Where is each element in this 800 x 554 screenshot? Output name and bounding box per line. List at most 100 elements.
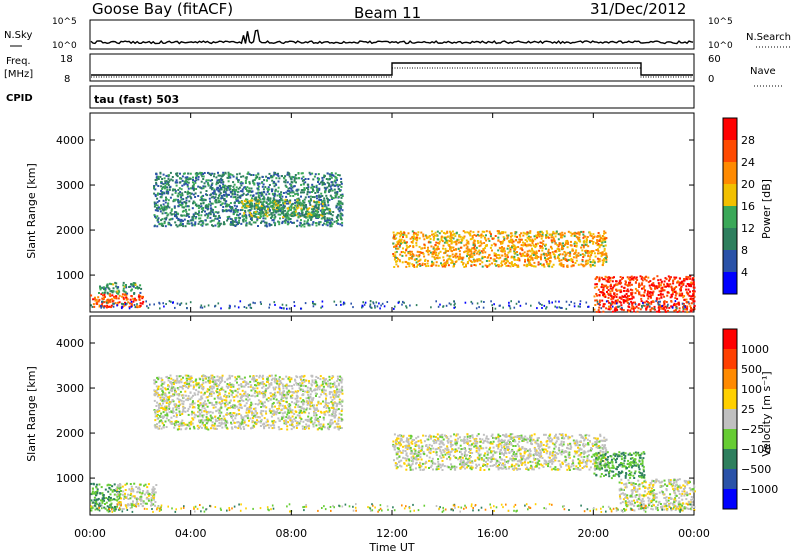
scatter-cell	[277, 175, 280, 178]
scatter-cell	[640, 294, 643, 297]
scatter-cell	[177, 189, 180, 191]
scatter-cell	[153, 225, 156, 228]
scatter-cell	[141, 302, 144, 305]
nsky-tick-top: 10^5	[52, 17, 77, 27]
scatter-cell	[260, 205, 263, 207]
scatter-cell	[658, 284, 661, 286]
scatter-cell	[524, 258, 527, 261]
scatter-cell	[341, 408, 344, 411]
scatter-cell	[443, 264, 446, 267]
scatter-cell	[535, 251, 538, 254]
scatter-cell	[473, 259, 476, 262]
scatter-cell	[245, 177, 248, 180]
scatter-cell	[163, 186, 166, 189]
scatter-cell	[321, 224, 324, 227]
scatter-cell	[255, 198, 258, 201]
scatter-cell	[302, 183, 305, 186]
scatter-cell	[598, 260, 601, 263]
scatter-cell	[207, 207, 210, 210]
scatter-cell	[162, 183, 165, 186]
scatter-cell	[293, 418, 296, 421]
scatter-cell	[287, 218, 290, 221]
scatter-cell	[299, 201, 302, 204]
scatter-cell	[645, 300, 648, 303]
scatter-cell	[667, 309, 669, 312]
scatter-cell	[209, 387, 212, 390]
scatter-cell	[187, 213, 190, 216]
scatter-cell	[241, 188, 244, 191]
scatter-cell	[602, 237, 604, 240]
scatter-cell	[258, 211, 261, 214]
scatter-cell	[341, 221, 344, 224]
scatter-cell	[315, 395, 317, 397]
scatter-cell	[642, 304, 645, 307]
scatter-cell	[440, 230, 443, 233]
scatter-cell	[570, 257, 573, 260]
scatter-cell	[606, 276, 609, 279]
scatter-cell	[508, 301, 510, 304]
scatter-cell	[257, 185, 260, 188]
scatter-cell	[220, 181, 223, 184]
scatter-cell	[179, 200, 182, 203]
scatter-cell	[251, 190, 254, 193]
scatter-cell	[188, 405, 191, 408]
scatter-cell	[578, 239, 581, 242]
scatter-cell	[573, 234, 576, 237]
scatter-cell	[290, 187, 293, 190]
scatter-cell	[461, 239, 464, 242]
scatter-cell	[537, 232, 540, 235]
scatter-cell	[101, 301, 104, 304]
scatter-cell	[154, 195, 157, 198]
scatter-cell	[99, 285, 101, 288]
scatter-cell	[277, 172, 279, 175]
scatter-cell	[600, 255, 603, 258]
scatter-cell	[256, 200, 259, 203]
scatter-cell	[336, 192, 339, 195]
scatter-cell	[190, 187, 192, 190]
scatter-cell	[332, 183, 335, 186]
scatter-cell	[455, 248, 457, 251]
scatter-cell	[312, 188, 314, 191]
scatter-cell	[278, 194, 281, 197]
scatter-cell	[176, 225, 179, 228]
scatter-cell	[177, 217, 180, 220]
scatter-cell	[316, 190, 319, 193]
scatter-cell	[638, 282, 641, 285]
scatter-cell	[238, 202, 240, 204]
scatter-cell	[487, 264, 490, 267]
scatter-cell	[518, 257, 521, 260]
scatter-cell	[335, 304, 338, 306]
scatter-cell	[103, 291, 106, 294]
scatter-cell	[454, 254, 457, 257]
scatter-cell	[609, 294, 612, 297]
scatter-cell	[262, 190, 265, 193]
scatter-cell	[605, 257, 607, 260]
scatter-cell	[264, 224, 267, 227]
scatter-cell	[668, 279, 671, 282]
scatter-cell	[215, 183, 218, 186]
scatter-cell	[583, 264, 586, 267]
scatter-cell	[399, 235, 402, 238]
scatter-cell	[274, 303, 276, 306]
scatter-cell	[469, 250, 472, 253]
scatter-cell	[396, 260, 398, 263]
scatter-cell	[163, 205, 166, 208]
scatter-cell	[308, 398, 311, 401]
scatter-cell	[248, 200, 251, 203]
scatter-cell	[405, 234, 408, 237]
scatter-cell	[176, 302, 179, 305]
scatter-cell	[674, 304, 677, 307]
scatter-cell	[117, 289, 120, 292]
scatter-cell	[372, 302, 375, 305]
scatter-cell	[543, 304, 546, 307]
scatter-cell	[173, 213, 176, 216]
scatter-cell	[672, 291, 675, 294]
scatter-cell	[435, 241, 438, 244]
scatter-cell	[529, 255, 531, 258]
scatter-cell	[533, 261, 536, 264]
scatter-cell	[91, 490, 94, 493]
scatter-cell	[138, 298, 141, 301]
scatter-cell	[156, 225, 159, 228]
scatter-cell	[254, 177, 257, 180]
scatter-cell	[196, 174, 199, 177]
